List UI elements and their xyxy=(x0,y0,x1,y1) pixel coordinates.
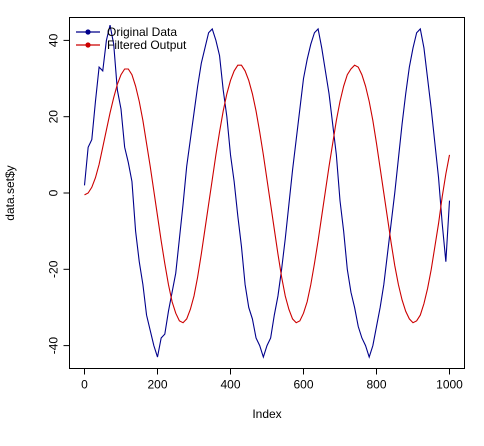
x-tick-label: 600 xyxy=(293,378,313,392)
series-layer xyxy=(83,25,451,359)
y-axis-title: data.set$y xyxy=(3,165,17,220)
x-tick-label: 400 xyxy=(220,378,240,392)
y-tick-label: 0 xyxy=(47,189,61,196)
y-tick-label: -20 xyxy=(47,260,61,278)
legend-label-original: Original Data xyxy=(107,25,177,39)
series-line-original-data xyxy=(83,25,451,359)
y-tick-label: 20 xyxy=(47,110,61,124)
y-tick-label: -40 xyxy=(47,337,61,355)
x-tick-label: 1000 xyxy=(436,378,463,392)
y-axis: -40 -20 0 20 40 xyxy=(47,33,70,354)
x-axis-title: Index xyxy=(252,407,281,421)
x-axis: 0 200 400 600 800 1000 xyxy=(81,368,463,392)
y-tick-label: 40 xyxy=(47,33,61,47)
series-line-filtered-output xyxy=(84,64,451,324)
legend-label-filtered: Filtered Output xyxy=(107,38,187,52)
x-tick-label: 0 xyxy=(81,378,88,392)
legend: Original Data Filtered Output xyxy=(76,25,187,52)
legend-marker-original xyxy=(85,29,91,35)
x-tick-label: 800 xyxy=(366,378,386,392)
legend-marker-filtered xyxy=(85,42,91,48)
x-tick-label: 200 xyxy=(147,378,167,392)
